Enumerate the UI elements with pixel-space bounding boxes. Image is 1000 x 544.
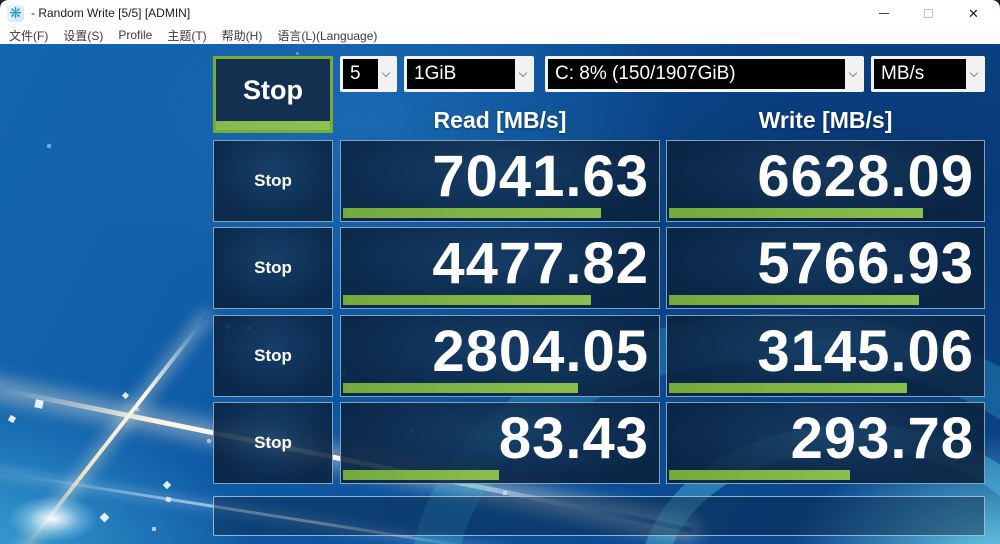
close-icon: ✕ — [968, 5, 979, 21]
write-row2-value: 5766.93 — [757, 231, 974, 296]
menu-language[interactable]: 语言(L)(Language) — [277, 28, 378, 43]
menu-profile[interactable]: Profile — [118, 28, 153, 42]
minimize-icon — [878, 12, 889, 14]
menu-settings[interactable]: 设置(S) — [63, 28, 104, 43]
unit-select[interactable]: MB/s — [871, 56, 985, 92]
read-row1-value: 7041.63 — [432, 144, 649, 209]
unit-value: MB/s — [874, 59, 966, 89]
read-row2-cell: 4477.82 — [340, 227, 660, 309]
background-speck — [296, 52, 299, 55]
wallpaper-streak — [1, 314, 209, 544]
read-row4-bar — [343, 470, 499, 480]
background-speck — [503, 491, 507, 495]
menu-file[interactable]: 文件(F) — [9, 28, 49, 43]
stop-all-label: Stop — [243, 75, 303, 105]
stop-row1-button[interactable]: Stop — [213, 140, 333, 222]
maximize-icon — [924, 8, 933, 18]
write-column-header: Write [MB/s] — [758, 107, 893, 133]
titlebar: ❋ - Random Write [5/5] [ADMIN] ✕ — [0, 0, 1000, 26]
main-content: Stop 5 1GiB C: 8% (150/1907GiB) MB/s Rea… — [0, 44, 1000, 544]
background-speck — [99, 512, 110, 523]
background-speck — [7, 414, 17, 424]
target-drive-select[interactable]: C: 8% (150/1907GiB) — [545, 56, 864, 92]
menubar: 文件(F) 设置(S) Profile 主题(T) 帮助(H) 语言(L)(La… — [0, 26, 1000, 44]
app-icon: ❋ — [7, 4, 24, 22]
write-row2-cell: 5766.93 — [666, 227, 985, 309]
read-row2-bar — [343, 295, 592, 305]
stop-all-button[interactable]: Stop — [213, 56, 333, 133]
wallpaper-glow — [8, 496, 98, 542]
read-row3-bar — [343, 383, 579, 393]
test-size-value: 1GiB — [407, 59, 515, 89]
window-controls: ✕ — [861, 0, 996, 26]
background-speck — [206, 438, 212, 444]
target-drive-value: C: 8% (150/1907GiB) — [548, 59, 845, 89]
stop-row2-button[interactable]: Stop — [213, 227, 333, 309]
stop-row1-label: Stop — [254, 171, 292, 190]
close-button[interactable]: ✕ — [951, 0, 996, 26]
write-row2-bar — [669, 295, 920, 305]
background-speck — [162, 480, 172, 490]
stop-row2-label: Stop — [254, 258, 292, 277]
read-row1-bar — [343, 208, 601, 218]
read-row3-value: 2804.05 — [432, 319, 649, 384]
background-speck — [165, 496, 172, 503]
background-speck — [136, 408, 139, 411]
chevron-down-icon — [966, 59, 982, 89]
read-column-header: Read [MB/s] — [433, 107, 567, 133]
read-row4-value: 83.43 — [498, 406, 649, 471]
stop-row4-button[interactable]: Stop — [213, 402, 333, 484]
write-row3-cell: 3145.06 — [666, 315, 985, 397]
background-speck — [34, 399, 44, 409]
read-row4-cell: 83.43 — [340, 402, 660, 484]
maximize-button[interactable] — [906, 0, 951, 26]
test-count-value: 5 — [343, 59, 378, 89]
stop-row3-button[interactable]: Stop — [213, 315, 333, 397]
stop-row3-label: Stop — [254, 346, 292, 365]
write-row4-cell: 293.78 — [666, 402, 985, 484]
write-row4-value: 293.78 — [790, 406, 974, 471]
read-row3-cell: 2804.05 — [340, 315, 660, 397]
read-row2-value: 4477.82 — [432, 231, 649, 296]
write-row1-bar — [669, 208, 923, 218]
write-row1-cell: 6628.09 — [666, 140, 985, 222]
stop-all-progress-band — [216, 121, 330, 130]
write-row1-value: 6628.09 — [757, 144, 974, 209]
window-title: - Random Write [5/5] [ADMIN] — [31, 6, 191, 20]
read-row1-cell: 7041.63 — [340, 140, 660, 222]
background-speck — [152, 527, 156, 531]
test-count-select[interactable]: 5 — [340, 56, 397, 92]
background-speck — [46, 143, 52, 149]
write-row3-value: 3145.06 — [757, 319, 974, 384]
stop-row4-label: Stop — [254, 433, 292, 452]
chevron-down-icon — [845, 59, 861, 89]
chevron-down-icon — [378, 59, 394, 89]
write-row3-bar — [669, 383, 907, 393]
minimize-button[interactable] — [861, 0, 906, 26]
chevron-down-icon — [515, 59, 531, 89]
comment-input[interactable] — [213, 496, 985, 536]
test-size-select[interactable]: 1GiB — [404, 56, 534, 92]
menu-theme[interactable]: 主题(T) — [167, 28, 207, 43]
write-row4-bar — [669, 470, 850, 480]
menu-help[interactable]: 帮助(H) — [221, 28, 263, 43]
background-speck — [121, 391, 130, 400]
